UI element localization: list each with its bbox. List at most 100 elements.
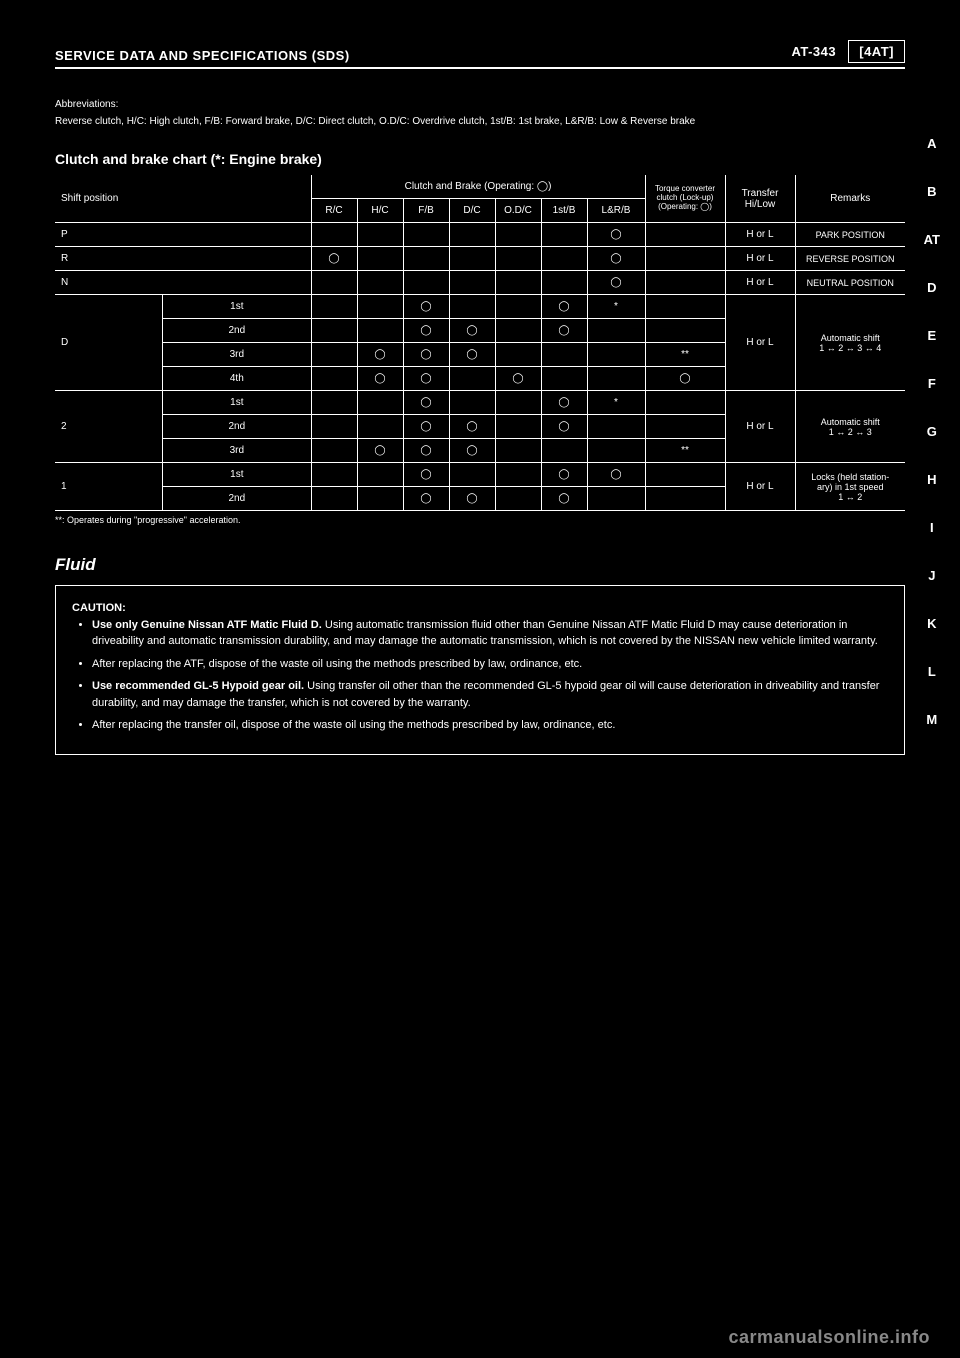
cell-clutch <box>495 223 541 247</box>
col-transfer: Transfer Hi/Low <box>725 175 795 223</box>
fluid-item: Use only Genuine Nissan ATF Matic Fluid … <box>92 617 888 650</box>
cell-clutch <box>541 247 587 271</box>
cell-subgear: 1st <box>163 391 311 415</box>
cell-clutch: ◯ <box>449 319 495 343</box>
cell-clutch: ◯ <box>449 439 495 463</box>
cell-clutch: * <box>587 391 645 415</box>
cell-remarks: Automatic shift 1 ↔ 2 ↔ 3 ↔ 4 <box>795 295 905 391</box>
cell-clutch: ◯ <box>449 415 495 439</box>
table-title: Clutch and brake chart (*: Engine brake) <box>55 151 905 167</box>
cell-clutch: ◯ <box>403 439 449 463</box>
fluid-item: After replacing the ATF, dispose of the … <box>92 656 888 673</box>
cell-clutch <box>541 223 587 247</box>
cell-clutch: ◯ <box>449 343 495 367</box>
col-odc: O.D/C <box>495 199 541 223</box>
cell-clutch: ◯ <box>403 295 449 319</box>
cell-clutch: ◯ <box>403 319 449 343</box>
cell-clutch <box>495 343 541 367</box>
cell-shift: R <box>55 247 311 271</box>
cell-clutch: ◯ <box>541 415 587 439</box>
section-letters: ABATDEFGHIJKLM <box>924 120 940 744</box>
fluid-item: Use recommended GL-5 Hypoid gear oil. Us… <box>92 678 888 711</box>
cell-clutch: ◯ <box>541 487 587 511</box>
abbrev-label: Abbreviations: <box>55 99 905 110</box>
cell-transfer: H or L <box>725 247 795 271</box>
cell-clutch: ◯ <box>311 247 357 271</box>
cell-clutch: ◯ <box>449 487 495 511</box>
cell-clutch: ◯ <box>357 439 403 463</box>
header-rule <box>55 67 905 69</box>
cell-clutch <box>587 439 645 463</box>
cell-subgear: 1st <box>163 295 311 319</box>
fluid-caution-box: CAUTION: Use only Genuine Nissan ATF Mat… <box>55 585 905 755</box>
cell-clutch <box>311 415 357 439</box>
col-tc-lock: Torque converter clutch (Lock-up) (Opera… <box>645 175 725 223</box>
cell-tc <box>645 319 725 343</box>
cell-clutch <box>357 487 403 511</box>
section-letter: H <box>924 456 940 504</box>
cell-clutch <box>495 247 541 271</box>
section-letter: B <box>924 168 940 216</box>
cell-tc <box>645 295 725 319</box>
cell-clutch <box>495 391 541 415</box>
cell-clutch <box>357 415 403 439</box>
col-dc: D/C <box>449 199 495 223</box>
cell-transfer: H or L <box>725 271 795 295</box>
cell-clutch <box>403 247 449 271</box>
cell-tc <box>645 247 725 271</box>
cell-shift: 2 <box>55 391 163 463</box>
cell-clutch: ◯ <box>495 367 541 391</box>
col-fb: F/B <box>403 199 449 223</box>
cell-clutch <box>357 247 403 271</box>
cell-tc <box>645 271 725 295</box>
cell-subgear: 4th <box>163 367 311 391</box>
section-letter: K <box>924 600 940 648</box>
cell-clutch: ◯ <box>587 223 645 247</box>
cell-clutch: ◯ <box>403 463 449 487</box>
cell-clutch <box>495 271 541 295</box>
cell-clutch: ◯ <box>541 391 587 415</box>
cell-clutch <box>311 367 357 391</box>
cell-clutch <box>311 487 357 511</box>
cell-transfer: H or L <box>725 391 795 463</box>
cell-clutch <box>495 439 541 463</box>
clutch-brake-table: Shift position Clutch and Brake (Operati… <box>55 175 905 511</box>
section-letter: E <box>924 312 940 360</box>
header-right: AT-343 [4AT] <box>791 40 905 63</box>
cell-clutch: * <box>587 295 645 319</box>
cell-clutch: ◯ <box>357 343 403 367</box>
cell-remarks: REVERSE POSITION <box>795 247 905 271</box>
cell-tc: ** <box>645 439 725 463</box>
cell-clutch <box>541 271 587 295</box>
cell-clutch <box>495 295 541 319</box>
cell-clutch <box>357 463 403 487</box>
cell-shift: P <box>55 223 311 247</box>
cell-clutch: ◯ <box>403 367 449 391</box>
cell-clutch <box>587 367 645 391</box>
cell-shift: 1 <box>55 463 163 511</box>
cell-tc <box>645 391 725 415</box>
cell-tc: ** <box>645 343 725 367</box>
cell-clutch <box>495 319 541 343</box>
col-clutch-brake: Clutch and Brake (Operating: ◯) <box>311 175 645 199</box>
section-letter: G <box>924 408 940 456</box>
cell-clutch <box>449 391 495 415</box>
cell-clutch <box>495 463 541 487</box>
cell-tc <box>645 463 725 487</box>
cell-clutch: ◯ <box>403 415 449 439</box>
page-number: AT-343 <box>791 44 836 59</box>
cell-clutch: ◯ <box>403 391 449 415</box>
cell-clutch <box>311 343 357 367</box>
cell-shift: D <box>55 295 163 391</box>
cell-tc: ◯ <box>645 367 725 391</box>
cell-subgear: 2nd <box>163 319 311 343</box>
cell-clutch: ◯ <box>587 463 645 487</box>
col-hc: H/C <box>357 199 403 223</box>
section-letter: M <box>924 696 940 744</box>
cell-clutch <box>587 415 645 439</box>
cell-clutch <box>311 391 357 415</box>
cell-clutch <box>311 319 357 343</box>
cell-clutch <box>541 367 587 391</box>
cell-clutch <box>449 295 495 319</box>
cell-remarks: NEUTRAL POSITION <box>795 271 905 295</box>
